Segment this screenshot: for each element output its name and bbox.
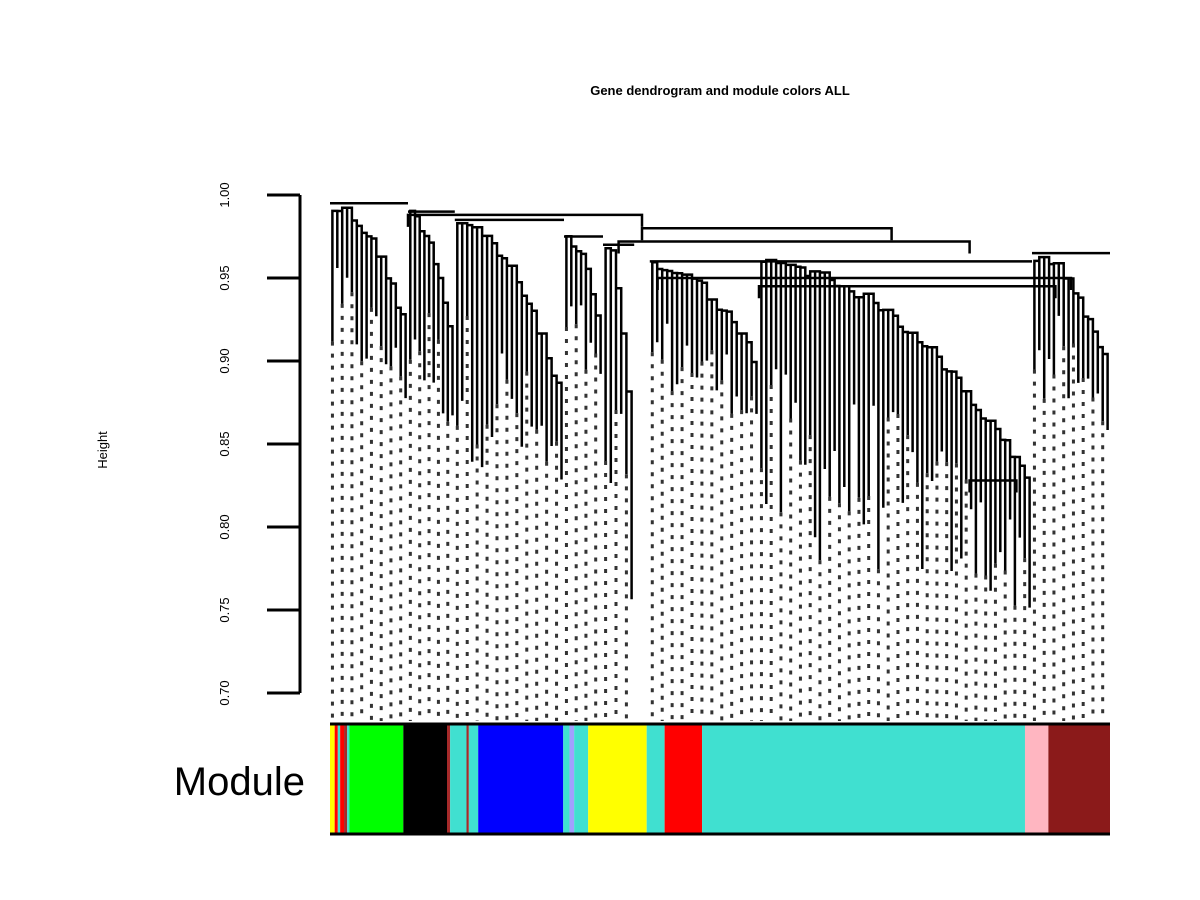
merge-link	[617, 240, 971, 254]
y-tick-label: 1.00	[217, 182, 232, 207]
module-segment	[1024, 724, 1049, 834]
module-segment	[340, 724, 345, 834]
merge-link	[968, 479, 1018, 493]
module-segment	[447, 724, 451, 834]
module-color-bar	[330, 722, 1110, 836]
module-segment	[468, 724, 479, 834]
module-segment	[646, 724, 665, 834]
merge-link	[656, 276, 1073, 290]
chart-title: Gene dendrogram and module colors ALL	[590, 83, 850, 98]
module-segment	[330, 724, 335, 834]
module-segment	[664, 724, 703, 834]
dendrogram-tree	[330, 202, 1110, 608]
merge-link	[640, 226, 893, 241]
module-segment	[334, 724, 338, 834]
module-segment	[588, 724, 647, 834]
y-tick-label: 0.95	[217, 265, 232, 290]
y-tick-label: 0.90	[217, 348, 232, 373]
module-segment	[403, 724, 447, 834]
y-axis: 0.70 0.75 0.80 0.85 0.90 0.95 1.00	[217, 182, 302, 706]
module-segment	[347, 724, 350, 834]
module-segment	[702, 724, 1025, 834]
leaf-guide-lines	[330, 292, 1105, 721]
dendrogram-leaves	[331, 206, 1109, 608]
merge-link	[757, 285, 1057, 299]
module-segment	[569, 724, 575, 834]
module-segment	[1048, 724, 1110, 834]
merge-link	[406, 213, 644, 227]
module-segment	[344, 724, 348, 834]
y-tick-label: 0.70	[217, 680, 232, 705]
module-segment	[478, 724, 564, 834]
module-row-label: Module	[174, 760, 305, 804]
module-segment	[337, 724, 341, 834]
y-tick-label: 0.85	[217, 431, 232, 456]
y-axis-label: Height	[95, 431, 110, 469]
module-segment	[450, 724, 467, 834]
module-segment	[349, 724, 404, 834]
module-segment	[574, 724, 589, 834]
y-tick-label: 0.75	[217, 597, 232, 622]
y-tick-label: 0.80	[217, 514, 232, 539]
module-segment	[563, 724, 570, 834]
module-segment	[466, 724, 469, 834]
